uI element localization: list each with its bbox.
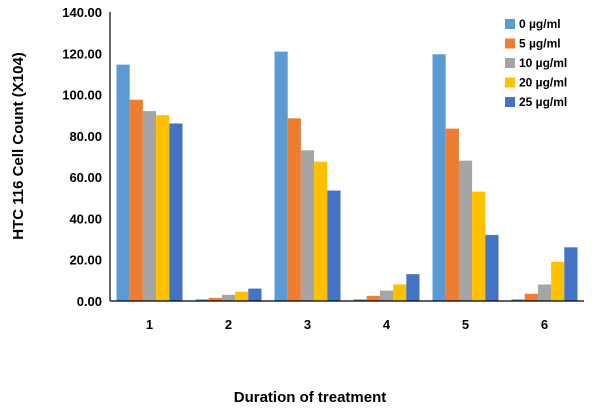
x-tick-label: 6	[541, 317, 548, 332]
legend-label: 20 µg/ml	[519, 76, 567, 90]
bar	[432, 54, 446, 301]
bar	[458, 160, 473, 301]
legend-swatch	[505, 97, 515, 107]
bar	[393, 284, 407, 301]
bar	[353, 299, 367, 301]
bar	[116, 64, 130, 301]
bar	[300, 150, 315, 301]
legend-swatch	[505, 58, 515, 68]
legend: 0 µg/ml 5 µg/ml 10 µg/ml 20 µg/ml 25 µg/ml	[505, 17, 567, 109]
bar	[274, 51, 288, 302]
x-tick-label: 3	[304, 317, 311, 332]
bar	[472, 191, 486, 301]
bar	[195, 299, 209, 301]
y-tick-label: 140.00	[62, 5, 102, 20]
legend-label: 0 µg/ml	[519, 17, 561, 31]
legend-swatch	[505, 77, 515, 88]
legend-label: 10 µg/ml	[519, 56, 567, 70]
bar	[485, 234, 499, 301]
bar	[327, 190, 341, 301]
y-tick-label: 80.00	[69, 129, 102, 144]
bar	[379, 290, 394, 301]
y-axis-title: HTC 116 Cell Count (X104)	[10, 52, 27, 240]
y-tick-label: 40.00	[69, 211, 102, 226]
y-tick-label: 20.00	[69, 253, 102, 268]
x-axis-title: Duration of treatment	[234, 389, 387, 406]
x-tick-label: 2	[225, 317, 232, 332]
bar	[445, 128, 459, 301]
bar	[287, 118, 301, 301]
bar	[511, 299, 525, 301]
bar	[406, 274, 420, 301]
x-tick-labels: 1 2 3 4 5 6	[146, 317, 548, 332]
bar	[169, 123, 183, 301]
bar	[564, 247, 578, 301]
bar	[524, 293, 538, 301]
bar	[142, 111, 157, 301]
bars-group	[116, 51, 578, 302]
bar	[235, 291, 249, 301]
x-tick-label: 4	[383, 317, 391, 332]
y-tick-labels: 0.00 20.00 40.00 60.00 80.00 100.00 120.00 140.…	[62, 5, 102, 309]
bar	[221, 294, 236, 301]
y-tick-label: 0.00	[77, 294, 102, 309]
x-tick-label: 5	[462, 317, 469, 332]
legend-swatch	[505, 19, 515, 29]
legend-swatch	[505, 38, 515, 49]
y-tick-label: 100.00	[62, 88, 102, 103]
bar	[537, 284, 552, 301]
bar	[366, 295, 380, 301]
x-tick-label: 1	[146, 317, 153, 332]
bar	[129, 99, 143, 301]
bar	[208, 297, 222, 301]
bar	[314, 161, 328, 301]
legend-label: 25 µg/ml	[519, 95, 567, 109]
bar	[156, 115, 170, 301]
bar	[248, 288, 262, 301]
y-tick-label: 120.00	[62, 46, 102, 61]
legend-label: 5 µg/ml	[519, 37, 561, 51]
y-tick-label: 60.00	[69, 170, 102, 185]
bar	[551, 261, 565, 301]
